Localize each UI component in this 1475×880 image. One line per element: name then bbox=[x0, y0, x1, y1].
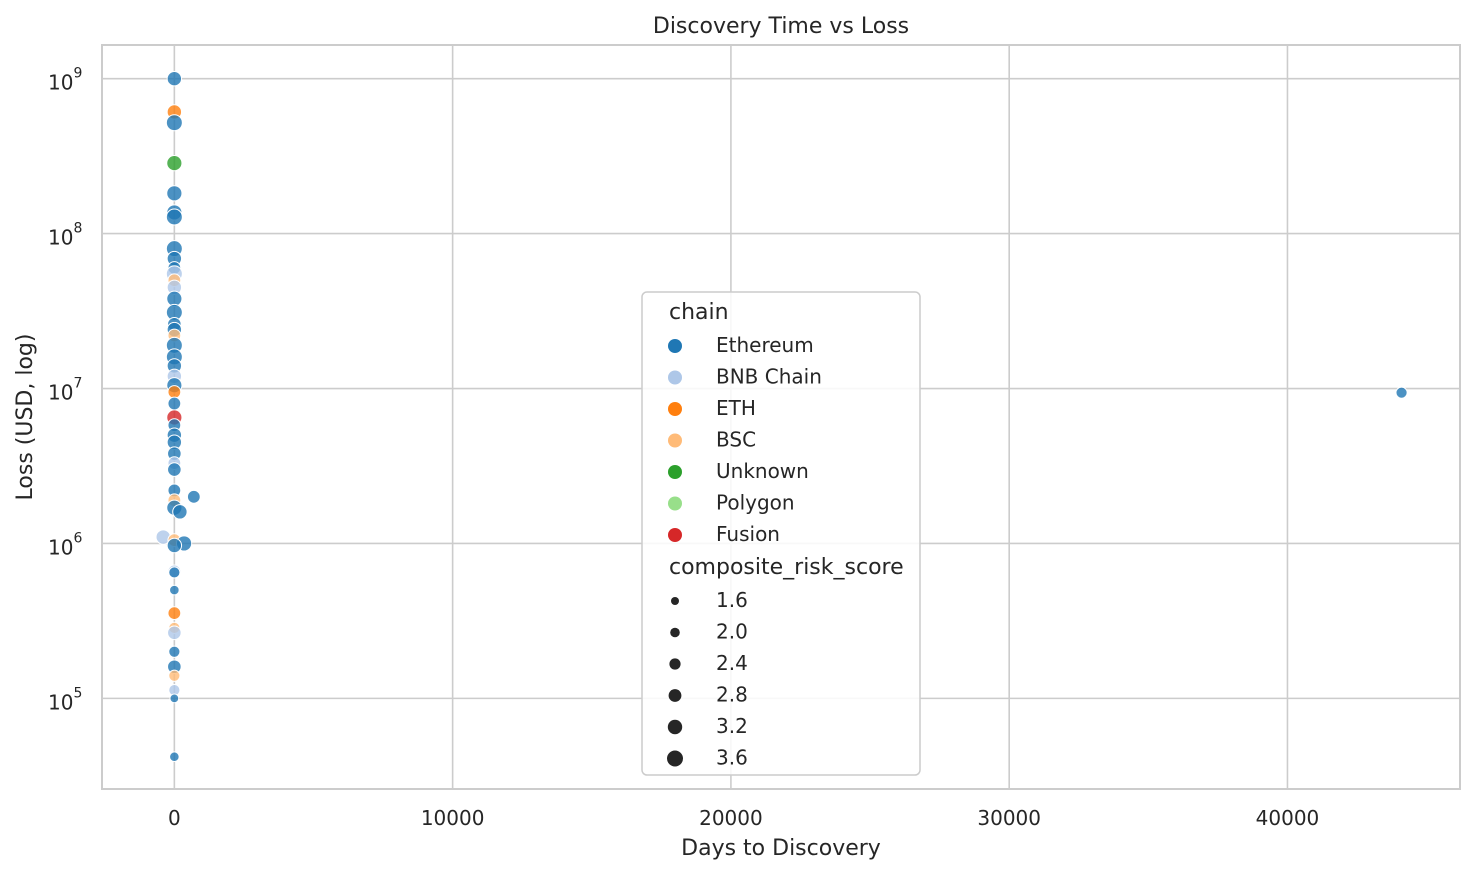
legend-marker bbox=[668, 370, 682, 385]
legend-label: Ethereum bbox=[716, 333, 814, 357]
legend-hue-items: Ethereum BNB Chain ETH BSC Unknown Polygon Fus… bbox=[668, 333, 822, 546]
legend-marker bbox=[668, 433, 682, 448]
legend-label: Unknown bbox=[716, 459, 809, 483]
data-point bbox=[165, 114, 183, 132]
x-tick-label: 30000 bbox=[977, 806, 1041, 830]
legend-label: ETH bbox=[716, 396, 756, 420]
x-tick-label: 10000 bbox=[421, 806, 485, 830]
legend-hue-title: chain bbox=[669, 300, 729, 325]
chart-title: Discovery Time vs Loss bbox=[653, 14, 909, 39]
legend-size-marker bbox=[669, 658, 681, 670]
data-point bbox=[168, 566, 181, 579]
data-point bbox=[169, 584, 180, 596]
x-tick-label: 40000 bbox=[1256, 806, 1320, 830]
x-tick-label: 0 bbox=[168, 806, 181, 830]
x-tick-label: 20000 bbox=[699, 806, 763, 830]
legend-size-marker bbox=[667, 719, 683, 735]
legend-size-marker bbox=[671, 597, 679, 605]
legend-size-marker bbox=[670, 627, 680, 638]
legend-label: BSC bbox=[716, 428, 756, 452]
data-point bbox=[166, 537, 183, 554]
legend-marker bbox=[668, 465, 682, 479]
data-point bbox=[172, 504, 188, 520]
legend-size-items: 1.6 2.0 2.4 2.8 3.2 3.6 bbox=[667, 588, 748, 770]
data-point bbox=[167, 385, 182, 399]
y-tick-label: 105 bbox=[48, 685, 82, 714]
data-point bbox=[166, 185, 183, 202]
x-axis-ticks: 0 10000 20000 30000 40000 bbox=[168, 806, 1319, 830]
legend-label: 3.2 bbox=[716, 714, 748, 738]
legend-size-title: composite_risk_score bbox=[669, 555, 904, 580]
data-point bbox=[167, 396, 182, 411]
data-point bbox=[167, 606, 182, 621]
plot-frame bbox=[101, 44, 1461, 790]
legend-size-marker bbox=[668, 689, 682, 702]
y-tick-label: 109 bbox=[48, 66, 82, 95]
legend-label: 2.0 bbox=[716, 620, 748, 644]
data-point bbox=[165, 208, 183, 226]
y-tick-label: 108 bbox=[48, 221, 82, 250]
legend-label: 1.6 bbox=[716, 588, 748, 612]
legend-size-marker bbox=[667, 750, 683, 767]
legend-marker bbox=[668, 528, 682, 542]
data-point bbox=[169, 693, 180, 704]
x-axis-label: Days to Discovery bbox=[681, 836, 881, 861]
legend-label: Polygon bbox=[716, 491, 795, 515]
y-tick-label: 107 bbox=[48, 376, 82, 405]
legend-label: BNB Chain bbox=[716, 365, 822, 389]
data-point bbox=[186, 489, 201, 504]
data-point bbox=[168, 669, 181, 682]
y-axis-label: Loss (USD, log) bbox=[13, 334, 38, 501]
legend-label: 3.6 bbox=[716, 746, 748, 770]
legend-marker bbox=[668, 339, 682, 353]
data-point bbox=[166, 155, 183, 172]
data-point bbox=[167, 625, 182, 641]
legend-label: Fusion bbox=[716, 522, 780, 546]
data-point bbox=[168, 645, 181, 658]
y-axis-ticks: 105 106 107 108 109 bbox=[48, 66, 82, 715]
data-point bbox=[166, 70, 183, 87]
legend-box bbox=[641, 291, 921, 776]
legend-marker bbox=[668, 402, 682, 416]
legend-label: 2.8 bbox=[716, 683, 748, 707]
legend-label: 2.4 bbox=[716, 651, 748, 675]
data-point bbox=[1395, 386, 1408, 399]
data-points bbox=[155, 70, 1408, 763]
legend-marker bbox=[668, 496, 682, 511]
data-point bbox=[169, 751, 180, 763]
data-point bbox=[167, 462, 182, 477]
legend: chain Ethereum BNB Chain ETH BSC Unknown Poly… bbox=[641, 291, 921, 776]
y-tick-label: 106 bbox=[48, 530, 82, 559]
